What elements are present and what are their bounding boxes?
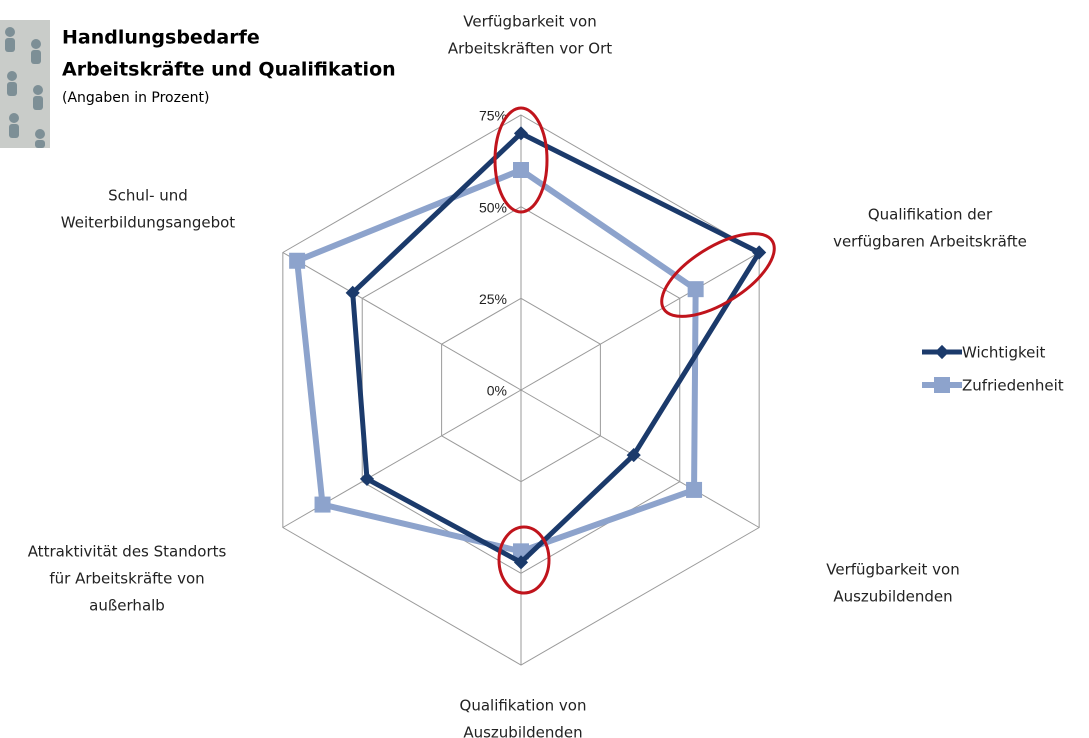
- marker: [513, 126, 529, 141]
- chart-title: Handlungsbedarfe: [62, 27, 260, 49]
- spoke: [282, 252, 522, 391]
- axis-label: Verfügbarkeit von: [463, 13, 596, 31]
- highlight: [493, 106, 549, 214]
- icon: [0, 20, 50, 148]
- axis-label: Arbeitskräften vor Ort: [448, 40, 612, 58]
- marker: [513, 162, 529, 178]
- axis-label: außerhalb: [89, 597, 165, 615]
- axis-label: Weiterbildungsangebot: [61, 214, 236, 232]
- chart-subtitle: (Angaben in Prozent): [62, 90, 209, 106]
- legend-label: Wichtigkeit: [962, 344, 1046, 362]
- tick-label: 0%: [487, 383, 507, 399]
- legend-marker: [934, 377, 950, 393]
- spoke: [520, 252, 760, 391]
- marker: [513, 555, 529, 570]
- axis-label: Qualifikation von: [460, 697, 587, 715]
- marker: [289, 252, 306, 269]
- chart-title: Arbeitskräfte und Qualifikation: [62, 59, 396, 81]
- highlight: [497, 525, 551, 595]
- marker: [686, 481, 703, 498]
- highlight: [660, 232, 776, 318]
- axis-label: verfügbaren Arbeitskräfte: [833, 233, 1027, 251]
- axis-label: Auszubildenden: [833, 588, 952, 606]
- axis-label: Schul- und: [108, 187, 188, 205]
- tick-label: 75%: [479, 108, 507, 124]
- axis-label: Verfügbarkeit von: [826, 561, 959, 579]
- marker: [314, 496, 331, 513]
- legend-label: Zufriedenheit: [962, 377, 1064, 395]
- axis-label: für Arbeitskräfte von: [49, 570, 204, 588]
- axis-label: Auszubildenden: [463, 724, 582, 738]
- marker: [687, 281, 704, 298]
- axis-label: Attraktivität des Standorts: [28, 543, 227, 561]
- marker: [626, 448, 641, 463]
- legend-marker: [934, 344, 950, 360]
- axis-label: Qualifikation der: [868, 206, 993, 224]
- marker: [345, 285, 360, 300]
- series-line: [350, 130, 762, 565]
- marker: [359, 471, 375, 486]
- tick-label: 25%: [479, 291, 507, 307]
- tick-label: 50%: [479, 199, 507, 215]
- marker: [752, 245, 767, 260]
- spoke: [520, 389, 760, 528]
